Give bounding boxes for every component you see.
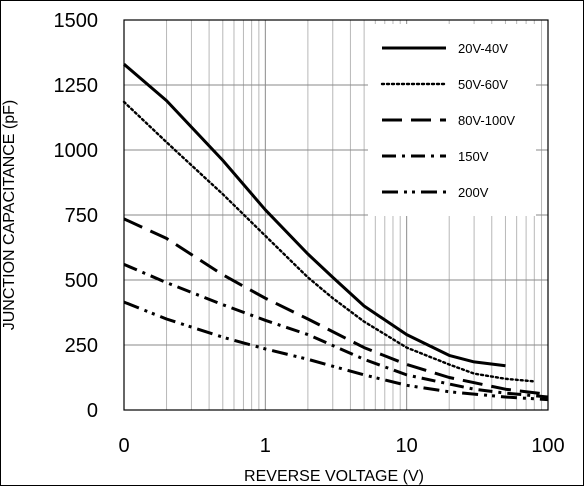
series-layer [122,63,549,402]
legend: 20V-40V 50V-60V 80V-100V 150V 200V [368,24,536,216]
x-tick-labels: 0 1 10 100 [118,435,564,457]
x-tick-label: 1 [260,435,271,457]
legend-label-4: 150V [458,149,489,164]
y-tick-label: 1500 [54,10,99,32]
x-tick-label: 0 [118,435,129,457]
series-line-4 [123,263,549,399]
y-tick-labels: 0 250 500 750 1000 1250 1500 [54,10,99,422]
legend-label-5: 200V [458,185,489,200]
series-line-2 [122,100,536,383]
x-axis-title: REVERSE VOLTAGE (V) [244,468,424,485]
y-tick-label: 0 [87,400,98,422]
x-tick-label: 10 [396,435,418,457]
y-tick-label: 500 [65,270,98,292]
legend-label-3: 80V-100V [458,113,515,128]
series-line-5 [123,300,549,402]
plot-border [123,19,549,411]
series-line-1 [123,63,506,368]
y-tick-label: 250 [65,335,98,357]
legend-label-2: 50V-60V [458,77,508,92]
x-tick-label: 100 [531,435,564,457]
series-line-3 [123,217,549,396]
y-axis-title: JUNCTION CAPACITANCE (pF) [1,100,18,331]
y-tick-label: 1000 [54,140,99,162]
y-tick-label: 750 [65,205,98,227]
legend-label-1: 20V-40V [458,41,508,56]
y-tick-label: 1250 [54,75,99,97]
